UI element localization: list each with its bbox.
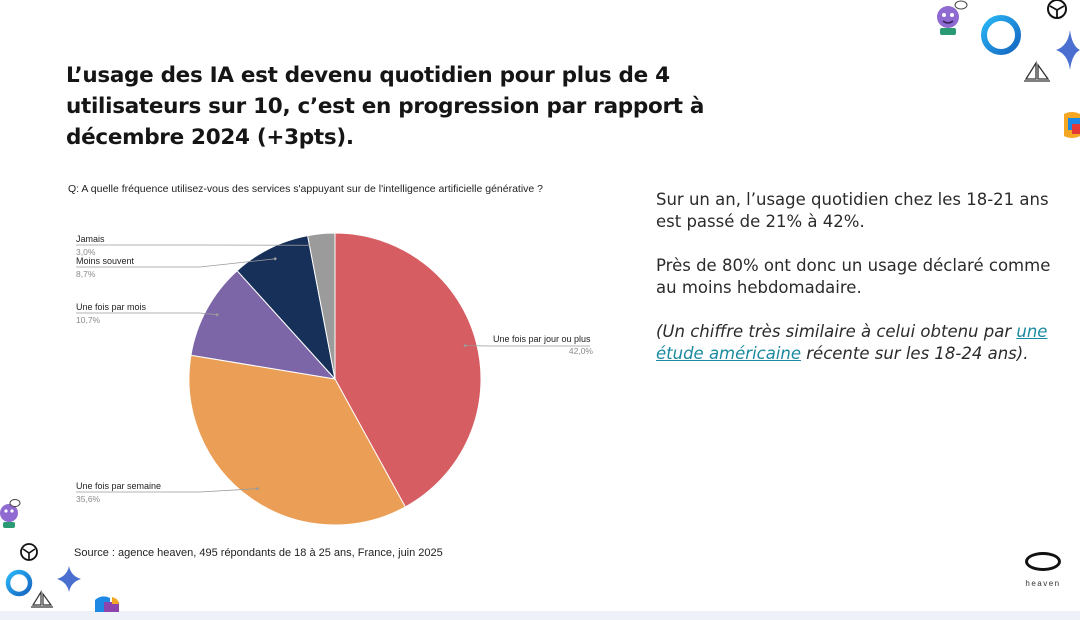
slice-label: Moins souvent <box>76 256 135 266</box>
pie-slice <box>334 232 482 508</box>
side-paragraph-1: Sur un an, l’usage quotidien chez les 18… <box>656 190 1049 231</box>
slice-value-label: 3,0% <box>76 247 96 257</box>
slice-label: Jamais <box>76 234 105 244</box>
slice-value-label: 10,7% <box>76 315 101 325</box>
slice-label: Une fois par jour ou plus <box>493 334 591 344</box>
note-text-start: (Un chiffre très similaire à celui obten… <box>656 322 1017 341</box>
sparkle-star-icon <box>57 566 81 592</box>
study-link[interactable]: une étude américaine <box>656 322 1048 363</box>
side-paragraph-3: (Un chiffre très similaire à celui obten… <box>656 321 1051 365</box>
leader-dot <box>463 344 467 347</box>
gradient-ring-icon <box>5 569 33 597</box>
leader-dot <box>256 487 259 491</box>
openai-knot-icon <box>1047 0 1067 19</box>
pie-slice <box>307 232 336 380</box>
side-paragraph-2: Près de 80% ont donc un usage déclaré co… <box>656 256 1051 297</box>
slice-value-label: 8,7% <box>76 269 96 279</box>
brand-logo: heaven <box>1018 552 1068 588</box>
side-commentary: Sur un an, l’usage quotidien chez les 18… <box>656 189 1051 387</box>
gradient-ring-icon <box>981 15 1021 55</box>
bottom-strip <box>0 611 1080 620</box>
slide-title: L’usage des IA est devenu quotidien pour… <box>66 63 705 150</box>
sailboat-icon <box>31 590 53 608</box>
leader-line <box>76 312 218 316</box>
slice-label: Une fois par semaine <box>76 481 161 491</box>
avatar-sticker-icon <box>937 0 968 35</box>
copilot-logo-icon <box>95 596 119 612</box>
note-text-end: récente sur les 18-24 ans). <box>801 344 1029 363</box>
sailboat-icon <box>1024 60 1050 82</box>
leader-line <box>76 258 276 268</box>
leader-line <box>76 488 258 493</box>
leader-dot <box>321 243 324 247</box>
brand-ring-icon <box>1025 552 1061 571</box>
pie-slice <box>188 354 407 526</box>
slice-label: Une fois par mois <box>76 302 147 312</box>
survey-question: Q: A quelle fréquence utilisez-vous des … <box>68 183 544 195</box>
pie-slice <box>190 270 337 380</box>
sparkle-star-icon <box>1056 30 1080 70</box>
leader-dot <box>273 257 277 261</box>
openai-knot-icon <box>20 543 38 561</box>
source-note: Source : agence heaven, 495 répondants d… <box>74 547 443 559</box>
slice-value-label: 35,6% <box>76 494 101 504</box>
slice-value-label: 42,0% <box>569 346 594 356</box>
leader-dot <box>215 313 219 317</box>
brand-name: heaven <box>1025 579 1061 588</box>
avatar-sticker-icon <box>0 499 21 528</box>
copilot-logo-icon <box>1064 112 1080 138</box>
